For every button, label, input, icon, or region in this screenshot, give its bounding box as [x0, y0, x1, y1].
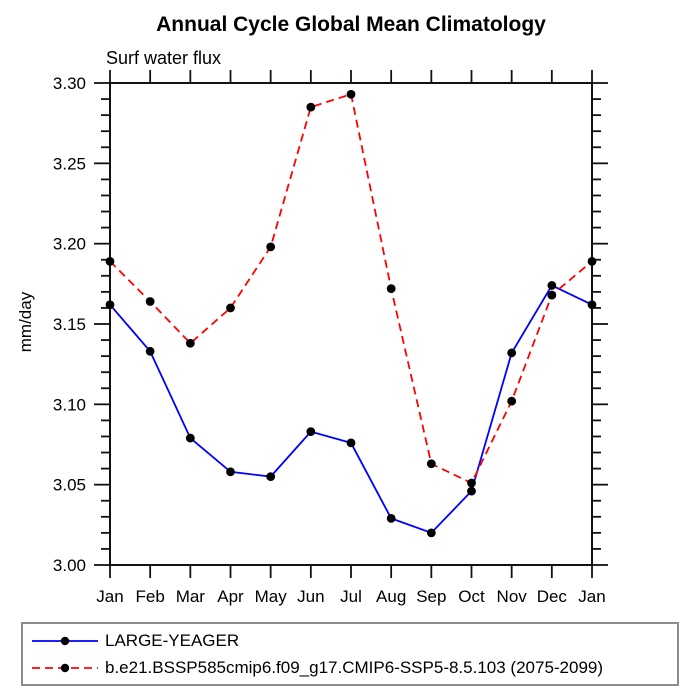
data-point-marker	[306, 427, 316, 437]
series-line-1	[109, 93, 593, 485]
plot-frame	[109, 82, 593, 566]
data-point-marker	[226, 303, 235, 313]
month-label: Feb	[136, 587, 165, 606]
y-axis-ticks	[94, 82, 608, 566]
data-point-marker	[547, 290, 557, 300]
y-tick-label: 3.30	[53, 74, 86, 93]
legend-label: b.e21.BSSP585cmip6.f09_g17.CMIP6-SSP5-8.…	[105, 657, 604, 677]
month-label: Aug	[376, 587, 406, 606]
month-label: Apr	[217, 587, 244, 606]
y-tick-label: 3.10	[53, 395, 86, 414]
data-point-marker	[306, 102, 316, 112]
legend: LARGE-YEAGER b.e21.BSSP585cmip6.f09_g17.…	[21, 622, 679, 686]
legend-label: LARGE-YEAGER	[105, 630, 240, 650]
plot-canvas: Annual Cycle Global Mean Climatology Sur…	[16, 13, 608, 606]
y-axis-label: mm/day	[16, 291, 35, 352]
plot-area: 3.00 3.05 3.10 3.15 3.20 3.25 3.30 Jan Feb Mar Apr…	[53, 70, 608, 606]
data-point-marker	[426, 528, 436, 538]
legend-marker-icon	[60, 636, 70, 645]
data-point-marker	[346, 438, 356, 448]
data-point-marker	[226, 467, 235, 477]
legend-line-sample-dashed	[32, 663, 98, 672]
data-point-marker	[587, 300, 597, 310]
month-label: Nov	[497, 587, 528, 606]
y-tick-label: 3.25	[53, 154, 86, 173]
data-point-marker	[386, 284, 396, 294]
legend-item: b.e21.BSSP585cmip6.f09_g17.CMIP6-SSP5-8.…	[28, 654, 677, 681]
legend-line-sample-solid	[32, 636, 98, 645]
x-axis-tick-labels: Jan Feb Mar Apr May Jun Jul Aug Sep Oct Nov Dec Jan	[96, 587, 605, 606]
x-axis-ticks	[109, 70, 593, 578]
data-point-marker	[185, 338, 195, 348]
month-label: May	[255, 587, 288, 606]
month-label: Oct	[458, 587, 485, 606]
data-point-marker	[266, 242, 276, 252]
data-point-marker	[145, 346, 155, 356]
month-label: Jun	[297, 587, 324, 606]
data-point-marker	[266, 472, 276, 482]
data-point-marker	[105, 256, 115, 266]
y-tick-label: 3.15	[53, 315, 86, 334]
data-point-marker	[145, 297, 155, 306]
y-tick-label: 3.20	[53, 235, 86, 254]
chart-subtitle: Surf water flux	[106, 48, 221, 68]
month-label: Dec	[537, 587, 568, 606]
data-point-marker	[185, 433, 195, 443]
data-point-marker	[346, 89, 356, 99]
month-label: Jan	[578, 587, 605, 606]
data-point-marker	[587, 256, 597, 266]
data-point-marker	[386, 514, 396, 523]
data-point-marker	[467, 478, 476, 488]
data-point-marker	[547, 281, 557, 290]
data-point-marker	[507, 348, 517, 358]
data-point-marker	[507, 396, 517, 406]
data-point-marker	[467, 486, 476, 496]
y-axis-tick-labels: 3.00 3.05 3.10 3.15 3.20 3.25 3.30	[53, 74, 86, 575]
month-label: Jan	[96, 587, 123, 606]
legend-marker-icon	[60, 663, 70, 672]
month-label: Sep	[416, 587, 446, 606]
month-label: Mar	[176, 587, 206, 606]
data-point-marker	[426, 459, 436, 469]
legend-item: LARGE-YEAGER	[28, 627, 677, 654]
series-line-0	[109, 284, 593, 534]
y-tick-label: 3.00	[53, 556, 86, 575]
month-label: Jul	[340, 587, 362, 606]
data-point-marker	[105, 300, 115, 310]
series-1	[105, 89, 597, 488]
chart-title: Annual Cycle Global Mean Climatology	[156, 13, 546, 36]
series-0	[105, 281, 597, 538]
y-tick-label: 3.05	[53, 476, 86, 495]
